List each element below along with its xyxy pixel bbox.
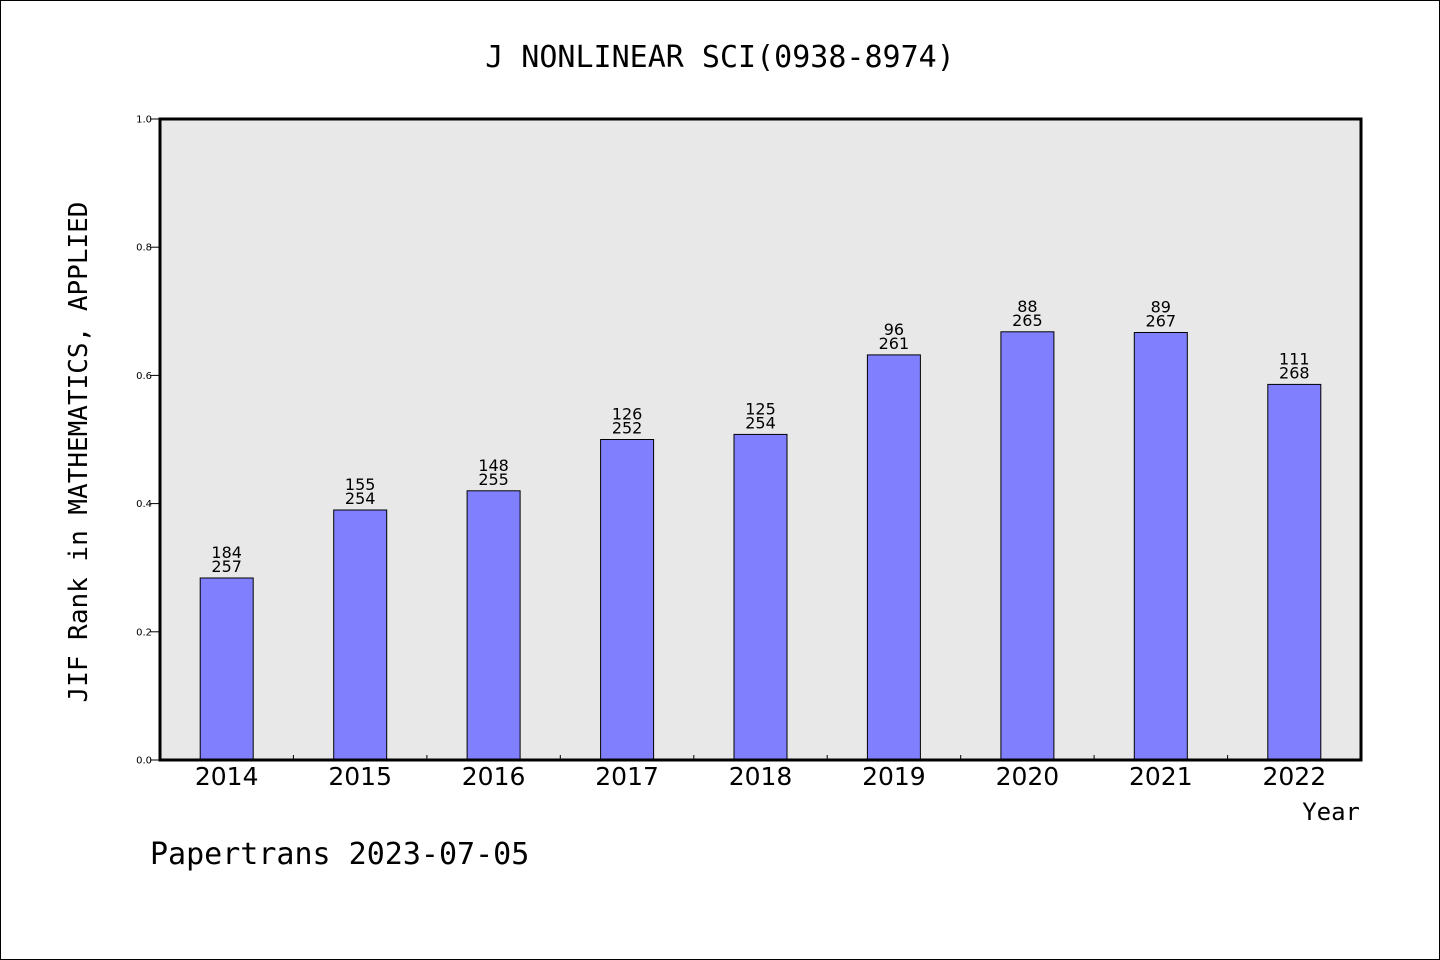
bar-label-rank-2017: 126 <box>612 405 643 424</box>
bar-label-rank-2014: 184 <box>211 543 242 562</box>
bar-2020 <box>1000 331 1055 761</box>
bar-label-rank-2015: 155 <box>345 475 376 494</box>
x-tick-label-2022: 2022 <box>1262 762 1326 791</box>
bar-2014 <box>199 577 254 761</box>
bar-label-rank-2020: 88 <box>1017 297 1037 316</box>
bar-label-total-2020: 265 <box>1012 311 1043 330</box>
bar-label-rank-2016: 148 <box>478 456 509 475</box>
footer-credit: Papertrans 2023-07-05 <box>150 837 529 872</box>
bar-label-total-2015: 254 <box>345 489 376 508</box>
bar-2019 <box>866 354 921 761</box>
bar-label-rank-2019: 96 <box>884 320 904 339</box>
chart-title: J NONLINEAR SCI(0938-8974) <box>485 40 955 75</box>
bar-labels-group: 1842571552541482551262521252549626188265… <box>211 297 1309 576</box>
bar-2017 <box>600 439 655 761</box>
x-tick-label-2015: 2015 <box>328 762 392 791</box>
plot-border <box>158 117 1363 762</box>
bar-2018 <box>733 433 788 761</box>
bars-group <box>199 331 1322 761</box>
bar-label-total-2016: 255 <box>478 470 509 489</box>
bar-label-total-2014: 257 <box>211 557 242 576</box>
y-tick-label-0.0: 0.0 <box>136 756 152 767</box>
y-tick-label-1.0: 1.0 <box>136 115 152 126</box>
y-tick-label-0.2: 0.2 <box>136 627 152 638</box>
x-axis-ticks: 2014 2015 2016 2017 2018 2019 2020 2021 2022 <box>195 755 1326 791</box>
bar-label-total-2021: 267 <box>1146 312 1177 331</box>
x-tick-label-2020: 2020 <box>996 762 1060 791</box>
bar-label-rank-2022: 111 <box>1279 349 1310 368</box>
bar-2022 <box>1267 383 1322 761</box>
bar-2021 <box>1133 332 1188 761</box>
bar-label-total-2018: 254 <box>745 413 776 432</box>
y-tick-label-0.6: 0.6 <box>136 371 152 382</box>
bar-2016 <box>466 490 521 761</box>
bar-label-rank-2021: 89 <box>1151 298 1171 317</box>
x-tick-label-2016: 2016 <box>462 762 526 791</box>
y-axis-ticks: 0.0 0.2 0.4 0.6 0.8 1.0 <box>136 115 160 767</box>
y-tick-label-0.4: 0.4 <box>136 499 152 510</box>
y-axis-label: JIF Rank in MATHEMATICS, APPLIED <box>64 202 94 703</box>
bar-label-rank-2018: 125 <box>745 399 776 418</box>
bar-label-total-2017: 252 <box>612 419 643 438</box>
y-tick-label-0.8: 0.8 <box>136 243 152 254</box>
x-tick-label-2018: 2018 <box>729 762 793 791</box>
x-tick-label-2017: 2017 <box>595 762 659 791</box>
bar-2015 <box>333 509 388 761</box>
x-axis-label: Year <box>1302 798 1360 826</box>
x-tick-label-2021: 2021 <box>1129 762 1193 791</box>
x-tick-label-2014: 2014 <box>195 762 259 791</box>
bar-label-total-2019: 261 <box>879 334 910 353</box>
bar-label-total-2022: 268 <box>1279 363 1310 382</box>
x-tick-label-2019: 2019 <box>862 762 926 791</box>
